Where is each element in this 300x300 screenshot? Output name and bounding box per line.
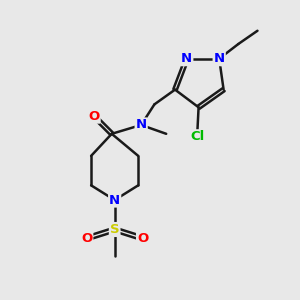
Text: O: O [81, 232, 92, 245]
Text: Cl: Cl [190, 130, 204, 143]
Text: S: S [110, 223, 119, 236]
Text: N: N [109, 194, 120, 207]
Text: O: O [88, 110, 100, 123]
Text: N: N [181, 52, 192, 65]
Text: N: N [214, 52, 225, 65]
Text: O: O [137, 232, 148, 245]
Text: N: N [136, 118, 147, 131]
